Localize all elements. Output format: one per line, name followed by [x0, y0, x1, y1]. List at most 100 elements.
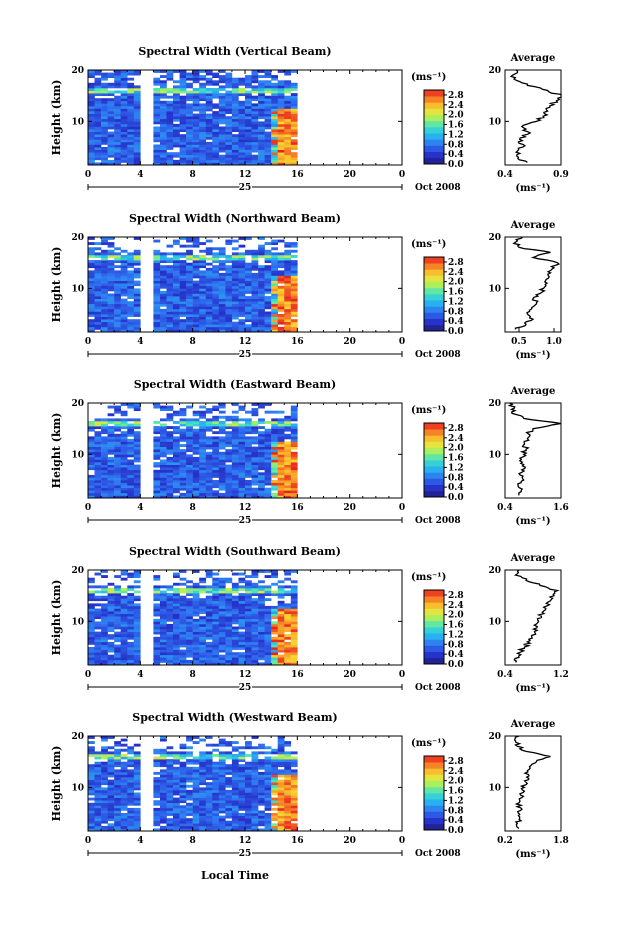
heatmap-cell [193, 767, 200, 770]
heatmap-cell [278, 431, 285, 434]
heatmap-cell [186, 296, 193, 299]
heatmap-cell [291, 434, 298, 437]
heatmap-cell [258, 439, 265, 442]
x-tick-label: 0 [85, 670, 91, 680]
heatmap-cell [278, 281, 285, 284]
heatmap-cell [239, 119, 246, 122]
heatmap-cell [212, 139, 219, 142]
heatmap-cell [101, 634, 108, 637]
heatmap-cell [199, 439, 206, 442]
heatmap-cell [239, 268, 246, 271]
heatmap-cell [134, 291, 141, 294]
heatmap-cell [134, 252, 141, 255]
heatmap-cell [219, 782, 226, 785]
heatmap-cell [134, 782, 141, 785]
heatmap-cell [153, 591, 160, 594]
heatmap-cell [173, 429, 180, 432]
heatmap-cell [127, 764, 134, 767]
heatmap-cell [219, 157, 226, 160]
heatmap-cell [167, 629, 174, 632]
heatmap-cell [167, 472, 174, 475]
heatmap-cell [88, 145, 95, 148]
heatmap-cell [252, 639, 259, 642]
heatmap-cell [193, 634, 200, 637]
heatmap-cell [173, 598, 180, 601]
heatmap-cell [278, 309, 285, 312]
heatmap-cell [88, 767, 95, 770]
heatmap-cell [199, 629, 206, 632]
heatmap-cell [108, 273, 115, 276]
heatmap-cell [199, 103, 206, 106]
heatmap-cell [88, 109, 95, 112]
heatmap-cell [186, 322, 193, 325]
heatmap-cell [252, 139, 259, 142]
heatmap-cell [212, 134, 219, 137]
heatmap-cell [219, 431, 226, 434]
heatmap-cell [199, 78, 206, 81]
heatmap-cell [225, 121, 232, 124]
heatmap-cell [219, 426, 226, 429]
heatmap-cell [186, 821, 193, 824]
heatmap-cell [265, 467, 272, 470]
heatmap-cell [160, 465, 167, 468]
heatmap-cell [291, 324, 298, 327]
heatmap-cell [271, 642, 278, 645]
heatmap-cell [88, 301, 95, 304]
heatmap-cell [153, 483, 160, 486]
heatmap-cell [278, 472, 285, 475]
heatmap-cell [252, 793, 259, 796]
heatmap-cell [167, 483, 174, 486]
heatmap-cell [95, 155, 102, 158]
heatmap-cell [95, 121, 102, 124]
heatmap-cell [108, 327, 115, 330]
heatmap-cell [265, 611, 272, 614]
colorbar-swatch [424, 133, 444, 140]
heatmap-cell [271, 119, 278, 122]
heatmap-cell [193, 265, 200, 268]
heatmap-cell [173, 444, 180, 447]
heatmap-cell [167, 75, 174, 78]
heatmap-cell [278, 629, 285, 632]
heatmap-cell [245, 805, 252, 808]
heatmap-cell [167, 426, 174, 429]
heatmap-cell [284, 444, 291, 447]
colorbar-tick-label: 0.4 [448, 483, 464, 493]
heatmap-cell [258, 493, 265, 496]
colorbar-swatch [424, 313, 444, 320]
heatmap-cell [278, 470, 285, 473]
heatmap-cell [219, 578, 226, 581]
heatmap-cell [245, 101, 252, 104]
heatmap-cell [245, 109, 252, 112]
heatmap-cell [101, 93, 108, 96]
heatmap-cell [186, 739, 193, 742]
heatmap-cell [206, 276, 213, 279]
heatmap-cell [258, 75, 265, 78]
heatmap-cell [245, 818, 252, 821]
heatmap-cell [225, 132, 232, 135]
heatmap-cell [258, 281, 265, 284]
heatmap-cell [245, 585, 252, 588]
heatmap-cell [114, 139, 121, 142]
heatmap-cell [193, 281, 200, 284]
heatmap-cell [193, 260, 200, 263]
heatmap-cell [258, 98, 265, 101]
heatmap-cell [252, 657, 259, 660]
heatmap-cell [206, 454, 213, 457]
heatmap-cell [134, 98, 141, 101]
heatmap-cell [258, 421, 265, 424]
heatmap-cell [108, 73, 115, 76]
heatmap-cell [206, 769, 213, 772]
heatmap-cell [219, 116, 226, 119]
heatmap-cell [265, 657, 272, 660]
heatmap-cell [258, 795, 265, 798]
heatmap-cell [134, 296, 141, 299]
colorbar-tick-label: 2.8 [448, 258, 464, 268]
heatmap-cell [121, 439, 128, 442]
heatmap-cell [245, 306, 252, 309]
heatmap-cell [199, 424, 206, 427]
date-label: Oct 2008 [415, 350, 461, 360]
heatmap-cell [167, 431, 174, 434]
heatmap-cell [206, 619, 213, 622]
heatmap-cell [134, 96, 141, 99]
heatmap-cell [134, 624, 141, 627]
